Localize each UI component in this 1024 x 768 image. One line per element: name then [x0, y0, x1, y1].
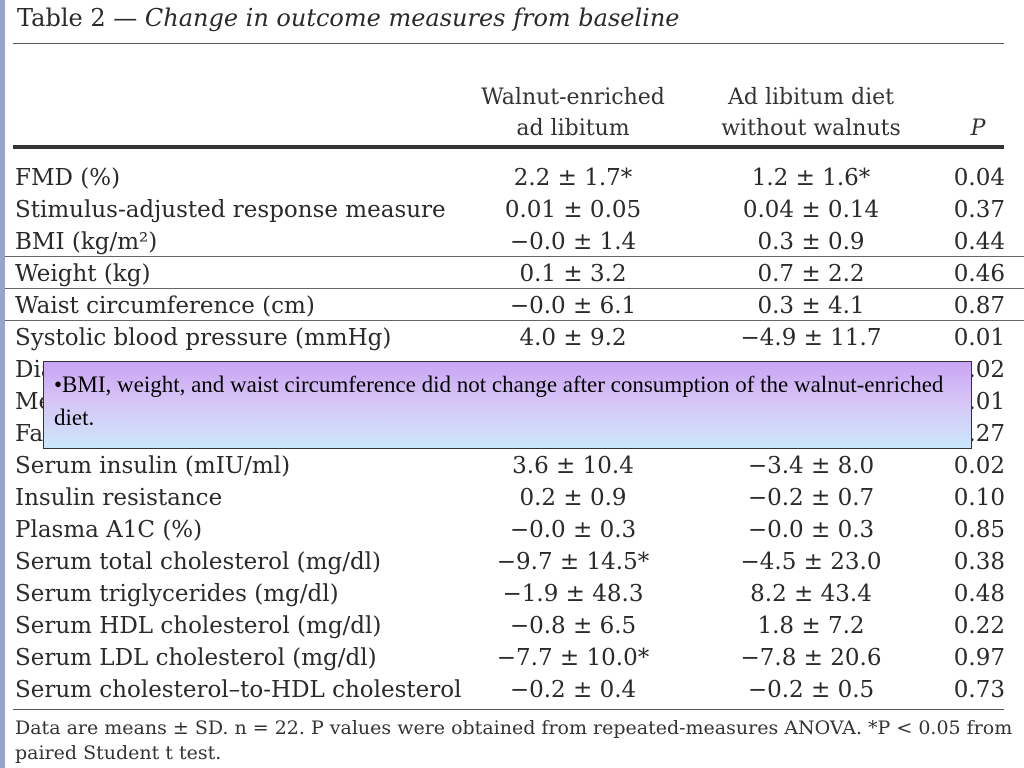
cell-walnut-value: −0.2 ± 0.4 — [509, 677, 637, 703]
cell-walnut-value: 3.6 ± 10.4 — [512, 453, 634, 479]
table-row: BMI (kg/m²) −0.0 ± 1.4 0.3 ± 0.9 0.44 — [5, 226, 1024, 258]
table-row: FMD (%) 2.2 ± 1.7* 1.2 ± 1.6* 0.04 — [5, 162, 1024, 194]
cell-p-value: 0.10 — [953, 485, 1005, 511]
cell-measure: Waist circumference (cm) — [15, 293, 315, 319]
cell-p-value: 0.04 — [953, 165, 1005, 191]
table-row: Weight (kg) 0.1 ± 3.2 0.7 ± 2.2 0.46 — [5, 258, 1024, 290]
row-divider-line — [5, 320, 1024, 321]
table-row: Serum triglycerides (mg/dl) −1.9 ± 48.3 8.… — [5, 578, 1024, 610]
cell-walnut-value: −0.0 ± 6.1 — [509, 293, 637, 319]
cell-walnut-value: 2.2 ± 1.7* — [513, 165, 633, 191]
table-row: Insulin resistance 0.2 ± 0.9 −0.2 ± 0.7 0.1… — [5, 482, 1024, 514]
cell-measure: FMD (%) — [15, 165, 121, 191]
cell-measure: Serum insulin (mIU/ml) — [15, 453, 291, 479]
table-row: Waist circumference (cm) −0.0 ± 6.1 0.3 ± … — [5, 290, 1024, 322]
header-ad-libitum: Ad libitum diet without walnuts — [711, 82, 911, 144]
cell-walnut-value: −0.8 ± 6.5 — [509, 613, 637, 639]
cell-p-value: 0.46 — [953, 261, 1005, 287]
cell-p-value: .01 — [968, 389, 1005, 415]
cell-measure: Weight (kg) — [15, 261, 151, 287]
cell-walnut-value: −9.7 ± 14.5* — [496, 549, 650, 575]
cell-measure: Stimulus-adjusted response measure — [15, 197, 446, 223]
cell-adlib-value: −4.5 ± 23.0 — [740, 549, 882, 575]
cell-measure: Serum total cholesterol (mg/dl) — [15, 549, 381, 575]
cell-adlib-value: 0.3 ± 0.9 — [757, 229, 865, 255]
table-row: Serum LDL cholesterol (mg/dl) −7.7 ± 10.0… — [5, 642, 1024, 674]
cell-measure: Serum HDL cholesterol (mg/dl) — [15, 613, 382, 639]
cell-measure: BMI (kg/m²) — [15, 229, 158, 255]
cell-adlib-value: −0.2 ± 0.7 — [747, 485, 875, 511]
cell-adlib-value: 0.04 ± 0.14 — [742, 197, 880, 223]
cell-p-value: 0.85 — [953, 517, 1005, 543]
cell-p-value: .27 — [968, 421, 1005, 447]
table-row: Fas .27 — [5, 418, 1024, 450]
cell-p-value: 0.87 — [953, 293, 1005, 319]
cell-p-value: 0.48 — [953, 581, 1005, 607]
cell-adlib-value: −7.8 ± 20.6 — [740, 645, 882, 671]
cell-measure: Plasma A1C (%) — [15, 517, 203, 543]
header-walnut-enriched: Walnut-enriched ad libitum — [467, 82, 679, 144]
cell-adlib-value: 1.8 ± 7.2 — [757, 613, 865, 639]
cell-adlib-value: −0.2 ± 0.5 — [747, 677, 875, 703]
cell-adlib-value: 0.3 ± 4.1 — [757, 293, 865, 319]
header-rule — [13, 145, 1004, 149]
table-row: Serum total cholesterol (mg/dl) −9.7 ± 14… — [5, 546, 1024, 578]
cell-walnut-value: −0.0 ± 1.4 — [509, 229, 637, 255]
table-title-label: Table 2 — — [17, 4, 138, 32]
cell-p-value: 0.44 — [953, 229, 1005, 255]
cell-walnut-value: 0.01 ± 0.05 — [504, 197, 642, 223]
cell-walnut-value: 4.0 ± 9.2 — [519, 325, 627, 351]
cell-p-value: 0.37 — [953, 197, 1005, 223]
table-title: Table 2 — Change in outcome measures fro… — [17, 4, 680, 32]
cell-walnut-value: −1.9 ± 48.3 — [502, 581, 644, 607]
cell-adlib-value: −4.9 ± 11.7 — [740, 325, 882, 351]
slide-left-accent-bar — [0, 0, 5, 768]
cell-walnut-value: 0.1 ± 3.2 — [519, 261, 627, 287]
table-row: Serum HDL cholesterol (mg/dl) −0.8 ± 6.5 1… — [5, 610, 1024, 642]
callout-box: •BMI, weight, and waist circumference di… — [43, 361, 972, 449]
cell-adlib-value: 0.7 ± 2.2 — [757, 261, 865, 287]
cell-adlib-value: −3.4 ± 8.0 — [747, 453, 875, 479]
cell-measure: Serum cholesterol–to-HDL cholesterol — [15, 677, 462, 703]
cell-p-value: 0.02 — [953, 453, 1005, 479]
header-walnut-line2: ad libitum — [516, 116, 630, 141]
table-title-text: Change in outcome measures from baseline — [144, 4, 680, 32]
cell-measure: Insulin resistance — [15, 485, 223, 511]
header-p-value: P — [970, 116, 986, 141]
table-row: Systolic blood pressure (mmHg) 4.0 ± 9.2 −… — [5, 322, 1024, 354]
header-walnut-line1: Walnut-enriched — [481, 85, 665, 110]
row-divider-line — [5, 256, 1024, 257]
table-row: Serum cholesterol–to-HDL cholesterol −0.2… — [5, 674, 1024, 706]
cell-p-value: .02 — [968, 357, 1005, 383]
cell-measure: Systolic blood pressure (mmHg) — [15, 325, 392, 351]
cell-measure: Serum LDL cholesterol (mg/dl) — [15, 645, 377, 671]
table-row: Stimulus-adjusted response measure 0.01 ±… — [5, 194, 1024, 226]
footer-rule — [13, 709, 1004, 710]
table-footnote: Data are means ± SD. n = 22. P values we… — [15, 717, 1013, 764]
cell-p-value: 0.97 — [953, 645, 1005, 671]
cell-p-value: 0.73 — [953, 677, 1005, 703]
cell-walnut-value: −0.0 ± 0.3 — [509, 517, 637, 543]
title-rule — [13, 43, 1004, 44]
cell-p-value: 0.38 — [953, 549, 1005, 575]
table-row: Serum insulin (mIU/ml) 3.6 ± 10.4 −3.4 ± 8… — [5, 450, 1024, 482]
cell-walnut-value: 0.2 ± 0.9 — [519, 485, 627, 511]
row-divider-line — [5, 288, 1024, 289]
header-adlib-line2: without walnuts — [721, 116, 901, 141]
cell-measure: Serum triglycerides (mg/dl) — [15, 581, 339, 607]
cell-adlib-value: 8.2 ± 43.4 — [750, 581, 872, 607]
cell-adlib-value: −0.0 ± 0.3 — [747, 517, 875, 543]
table-row: Plasma A1C (%) −0.0 ± 0.3 −0.0 ± 0.3 0.85 — [5, 514, 1024, 546]
cell-adlib-value: 1.2 ± 1.6* — [751, 165, 871, 191]
cell-p-value: 0.22 — [953, 613, 1005, 639]
callout-text: •BMI, weight, and waist circumference di… — [54, 372, 944, 430]
cell-walnut-value: −7.7 ± 10.0* — [496, 645, 650, 671]
cell-p-value: 0.01 — [953, 325, 1005, 351]
header-adlib-line1: Ad libitum diet — [728, 85, 894, 110]
